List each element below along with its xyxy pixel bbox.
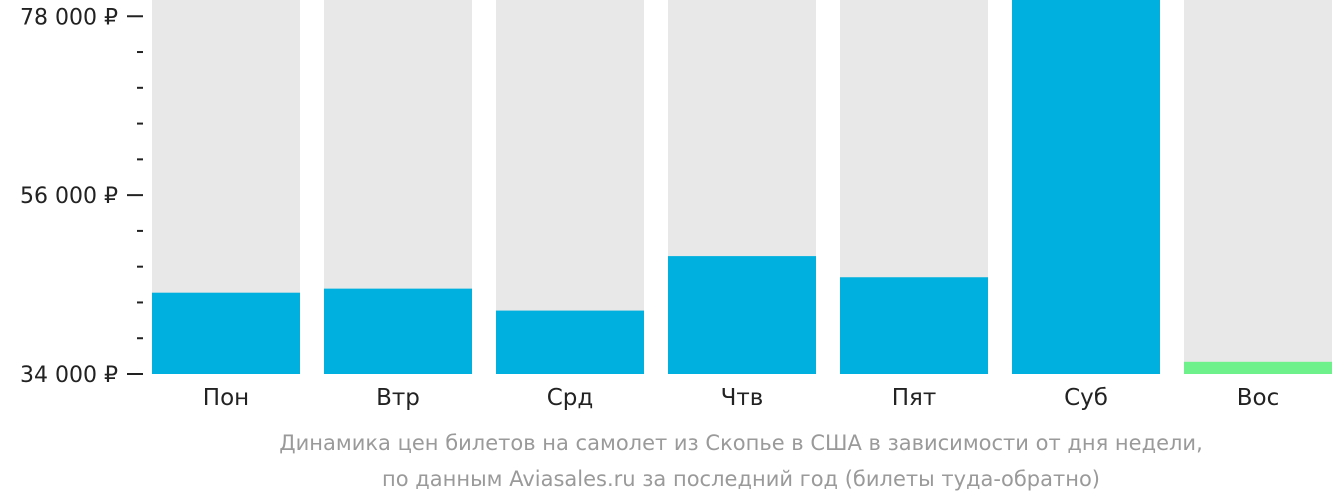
y-tick-label: 34 000 ₽ <box>20 363 118 388</box>
bars <box>152 0 1332 374</box>
bar-Чтв <box>668 256 816 374</box>
bar-Срд <box>496 310 644 374</box>
x-tick-label: Чтв <box>721 385 764 411</box>
bar-Пят <box>840 277 988 374</box>
bar-Суб <box>1012 0 1160 374</box>
bar-chart: 34 000 ₽ 56 000 ₽ 78 000 ₽ Пон Втр Срд Чтв Пят… <box>20 0 1332 411</box>
bar-Вос <box>1184 361 1332 374</box>
x-tick-label: Пят <box>892 385 937 411</box>
y-tick-label: 56 000 ₽ <box>20 184 118 209</box>
x-tick-label: Втр <box>376 385 420 411</box>
y-axis: 34 000 ₽ 56 000 ₽ 78 000 ₽ <box>20 5 143 388</box>
x-axis: Пон Втр Срд Чтв Пят Суб Вос <box>203 385 1279 411</box>
chart-caption-line-1: Динамика цен билетов на самолет из Скопь… <box>279 431 1203 455</box>
x-tick-label: Срд <box>547 385 594 411</box>
bar-Втр <box>324 288 472 374</box>
x-tick-label: Пон <box>203 385 249 411</box>
bar-Пон <box>152 292 300 374</box>
bar-background <box>1184 0 1332 374</box>
chart-caption-line-2: по данным Aviasales.ru за последний год … <box>382 467 1100 491</box>
x-tick-label: Суб <box>1064 385 1108 411</box>
y-tick-label: 78 000 ₽ <box>20 5 118 30</box>
x-tick-label: Вос <box>1237 385 1280 411</box>
